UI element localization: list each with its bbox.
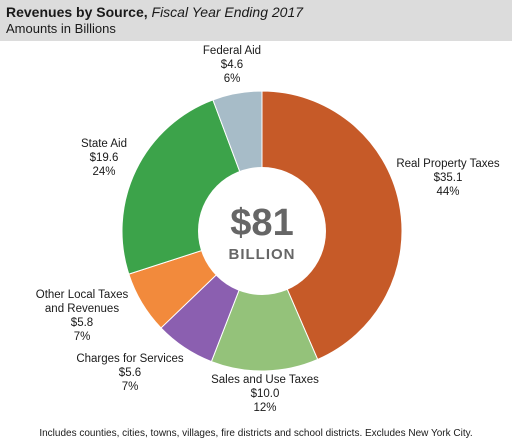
- label-amount: $5.6: [118, 367, 142, 379]
- chart-subtitle: Amounts in Billions: [6, 21, 116, 36]
- label-amount: $35.1: [433, 172, 463, 184]
- footnote: Includes counties, cities, towns, villag…: [39, 428, 473, 439]
- label-name: Charges for Services: [76, 353, 184, 365]
- label-other-local-taxes: Other Local Taxes and Revenues $5.8 7%: [24, 288, 140, 344]
- chart-title: Revenues by Source, Fiscal Year Ending 2…: [6, 4, 303, 21]
- chart-title-main: Revenues by Source,: [6, 4, 148, 20]
- label-percent: 7%: [73, 331, 91, 343]
- donut-chart: $81 BILLION: [121, 90, 403, 372]
- label-percent: 7%: [121, 381, 139, 393]
- slice-real-property-taxes: [261, 90, 403, 361]
- slice-sales-and-use-taxes: [210, 229, 319, 372]
- label-name: Sales and Use Taxes: [211, 374, 319, 386]
- label-percent: 24%: [92, 166, 116, 178]
- label-charges-for-services: Charges for Services $5.6 7%: [70, 352, 190, 394]
- chart-header: Revenues by Source, Fiscal Year Ending 2…: [0, 0, 512, 41]
- label-name: Real Property Taxes: [396, 158, 500, 170]
- label-percent: 6%: [223, 73, 241, 85]
- label-name: Federal Aid: [202, 45, 262, 57]
- label-amount: $19.6: [89, 152, 119, 164]
- label-real-property-taxes: Real Property Taxes $35.1 44%: [390, 157, 506, 199]
- label-sales-and-use-taxes: Sales and Use Taxes $10.0 12%: [203, 373, 327, 415]
- label-state-aid: State Aid $19.6 24%: [74, 137, 134, 179]
- label-amount: $5.8: [70, 317, 94, 329]
- label-amount: $10.0: [250, 388, 280, 400]
- label-federal-aid: Federal Aid $4.6 6%: [190, 44, 274, 86]
- chart-title-period: Fiscal Year Ending 2017: [151, 4, 304, 20]
- label-amount: $4.6: [220, 59, 244, 71]
- label-percent: 12%: [253, 402, 277, 414]
- label-name: State Aid: [80, 138, 128, 150]
- label-name-line1: Other Local Taxes: [35, 289, 129, 301]
- donut-hole: [198, 167, 326, 295]
- center-total: $81: [230, 202, 293, 244]
- label-name-line2: and Revenues: [44, 303, 120, 315]
- label-percent: 44%: [436, 186, 460, 198]
- center-unit: BILLION: [229, 246, 296, 263]
